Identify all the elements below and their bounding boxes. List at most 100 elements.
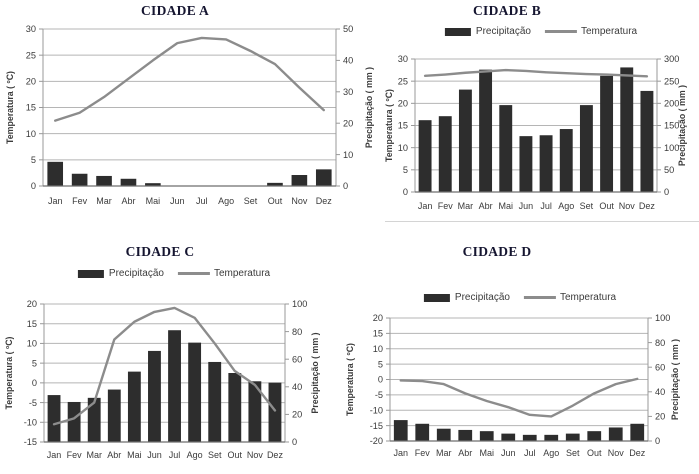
- month-label: Mai: [127, 450, 142, 460]
- precipitation-bar: [539, 135, 553, 192]
- month-label: Jun: [501, 448, 516, 458]
- precipitation-bar: [620, 67, 634, 192]
- left-tick-label: 0: [378, 375, 383, 385]
- month-label: Nov: [619, 201, 636, 211]
- precipitation-bar: [127, 371, 141, 442]
- month-label: Ago: [543, 448, 559, 458]
- chart-a-title: CIDADE A: [140, 3, 210, 18]
- precipitation-bar: [67, 401, 81, 442]
- left-tick-label: -10: [370, 405, 383, 415]
- left-tick-label: 10: [398, 143, 408, 153]
- right-tick-label: 150: [664, 121, 679, 131]
- precipitation-bar: [47, 161, 64, 186]
- month-label: Dez: [267, 450, 284, 460]
- right-tick-label: 300: [664, 54, 679, 64]
- right-tick-label: 100: [292, 299, 307, 309]
- left-tick-label: -5: [29, 398, 37, 408]
- left-tick-label: 0: [31, 181, 36, 191]
- month-label: Set: [244, 196, 258, 206]
- month-label: Out: [268, 196, 283, 206]
- right-tick-label: 80: [655, 338, 665, 348]
- left-tick-label: 20: [27, 299, 37, 309]
- right-tick-label: 200: [664, 99, 679, 109]
- left-tick-label: 0: [403, 187, 408, 197]
- right-tick-label: 0: [292, 437, 297, 447]
- precipitation-swatch-icon: [77, 269, 104, 278]
- precipitation-bar: [315, 169, 332, 186]
- temperature-line: [399, 377, 639, 418]
- left-tick-label: 5: [32, 358, 37, 368]
- precipitation-bar: [565, 433, 580, 441]
- precipitation-bar: [479, 431, 494, 441]
- month-label: Mai: [479, 448, 494, 458]
- precipitation-bar: [436, 428, 451, 441]
- precipitation-bar: [168, 330, 181, 442]
- month-label: Jul: [169, 450, 181, 460]
- precipitation-bar: [145, 183, 161, 186]
- month-label: Abr: [458, 448, 472, 458]
- left-tick-label: -20: [370, 436, 383, 446]
- month-label: Fev: [67, 450, 83, 460]
- month-label: Dez: [629, 448, 646, 458]
- precipitation-legend-label: Precipitação: [475, 26, 531, 37]
- left-tick-label: 5: [403, 165, 408, 175]
- left-axis-title: Temperatura ( ºC): [385, 89, 394, 162]
- right-tick-label: 60: [292, 354, 302, 364]
- precipitation-bar: [87, 397, 101, 442]
- precipitation-bar: [415, 423, 430, 441]
- right-tick-label: 20: [343, 118, 353, 128]
- precipitation-bar: [71, 173, 88, 186]
- left-tick-label: 30: [26, 24, 36, 34]
- left-tick-label: 10: [26, 129, 36, 139]
- chart-cidade-a: CIDADE A 0 5 10 15 20 25 30 0 10 20 30 40 50 Jan Fev Ma…: [0, 0, 390, 237]
- precipitation-bar: [393, 420, 408, 441]
- month-label: Jan: [393, 448, 408, 458]
- precipitation-bar: [640, 90, 654, 192]
- month-label: Jun: [147, 450, 162, 460]
- right-tick-label: 50: [664, 165, 674, 175]
- precipitation-bar: [188, 342, 202, 442]
- temperature-line: [423, 68, 649, 78]
- month-label: Nov: [247, 450, 264, 460]
- precipitation-bar: [96, 175, 112, 186]
- chart-c-plot: -15 -10 -5 0 5 10 15 20 0 20 40 60 80 100 Jan Fev Mar Abr…: [4, 299, 320, 460]
- left-tick-label: 20: [26, 77, 36, 87]
- right-tick-label: 80: [292, 327, 302, 337]
- month-label: Set: [566, 448, 580, 458]
- precipitation-swatch-icon: [423, 293, 450, 302]
- right-tick-label: 10: [343, 150, 353, 160]
- precipitation-bar: [148, 350, 161, 442]
- month-label: Abr: [479, 201, 493, 211]
- precipitation-bar: [600, 75, 614, 192]
- temperature-legend-label: Temperatura: [559, 292, 617, 303]
- temperature-line: [52, 306, 277, 426]
- right-tick-label: 20: [655, 412, 665, 422]
- chart-c-title: CIDADE C: [125, 244, 195, 259]
- right-tick-label: 0: [343, 181, 348, 191]
- month-label: Dez: [639, 201, 656, 211]
- month-label: Out: [599, 201, 614, 211]
- right-tick-label: 40: [655, 387, 665, 397]
- precipitation-bar: [438, 116, 452, 192]
- month-label: Mai: [498, 201, 513, 211]
- left-tick-label: 5: [31, 155, 36, 165]
- precipitation-bar: [458, 429, 473, 441]
- precipitation-bar: [559, 129, 573, 192]
- temperature-swatch-icon: [177, 272, 210, 275]
- month-label: Jun: [170, 196, 185, 206]
- left-tick-label: 5: [378, 359, 383, 369]
- left-tick-label: 10: [27, 339, 37, 349]
- precipitation-bar: [120, 178, 137, 186]
- chart-cidade-b: CIDADE B Precipitação Temperatura 0 5 10 15…: [385, 0, 699, 237]
- precipitation-bar: [47, 395, 61, 442]
- right-tick-label: 20: [292, 410, 302, 420]
- precipitation-legend-label: Precipitação: [454, 292, 510, 303]
- month-label: Ago: [187, 450, 203, 460]
- precipitation-bar: [499, 105, 513, 192]
- month-label: Out: [228, 450, 243, 460]
- month-label: Set: [208, 450, 222, 460]
- temperature-legend-label: Temperatura: [213, 268, 271, 279]
- precipitation-bar: [458, 89, 472, 192]
- chart-b-bottom-border: [385, 221, 699, 222]
- precipitation-bar: [291, 175, 308, 186]
